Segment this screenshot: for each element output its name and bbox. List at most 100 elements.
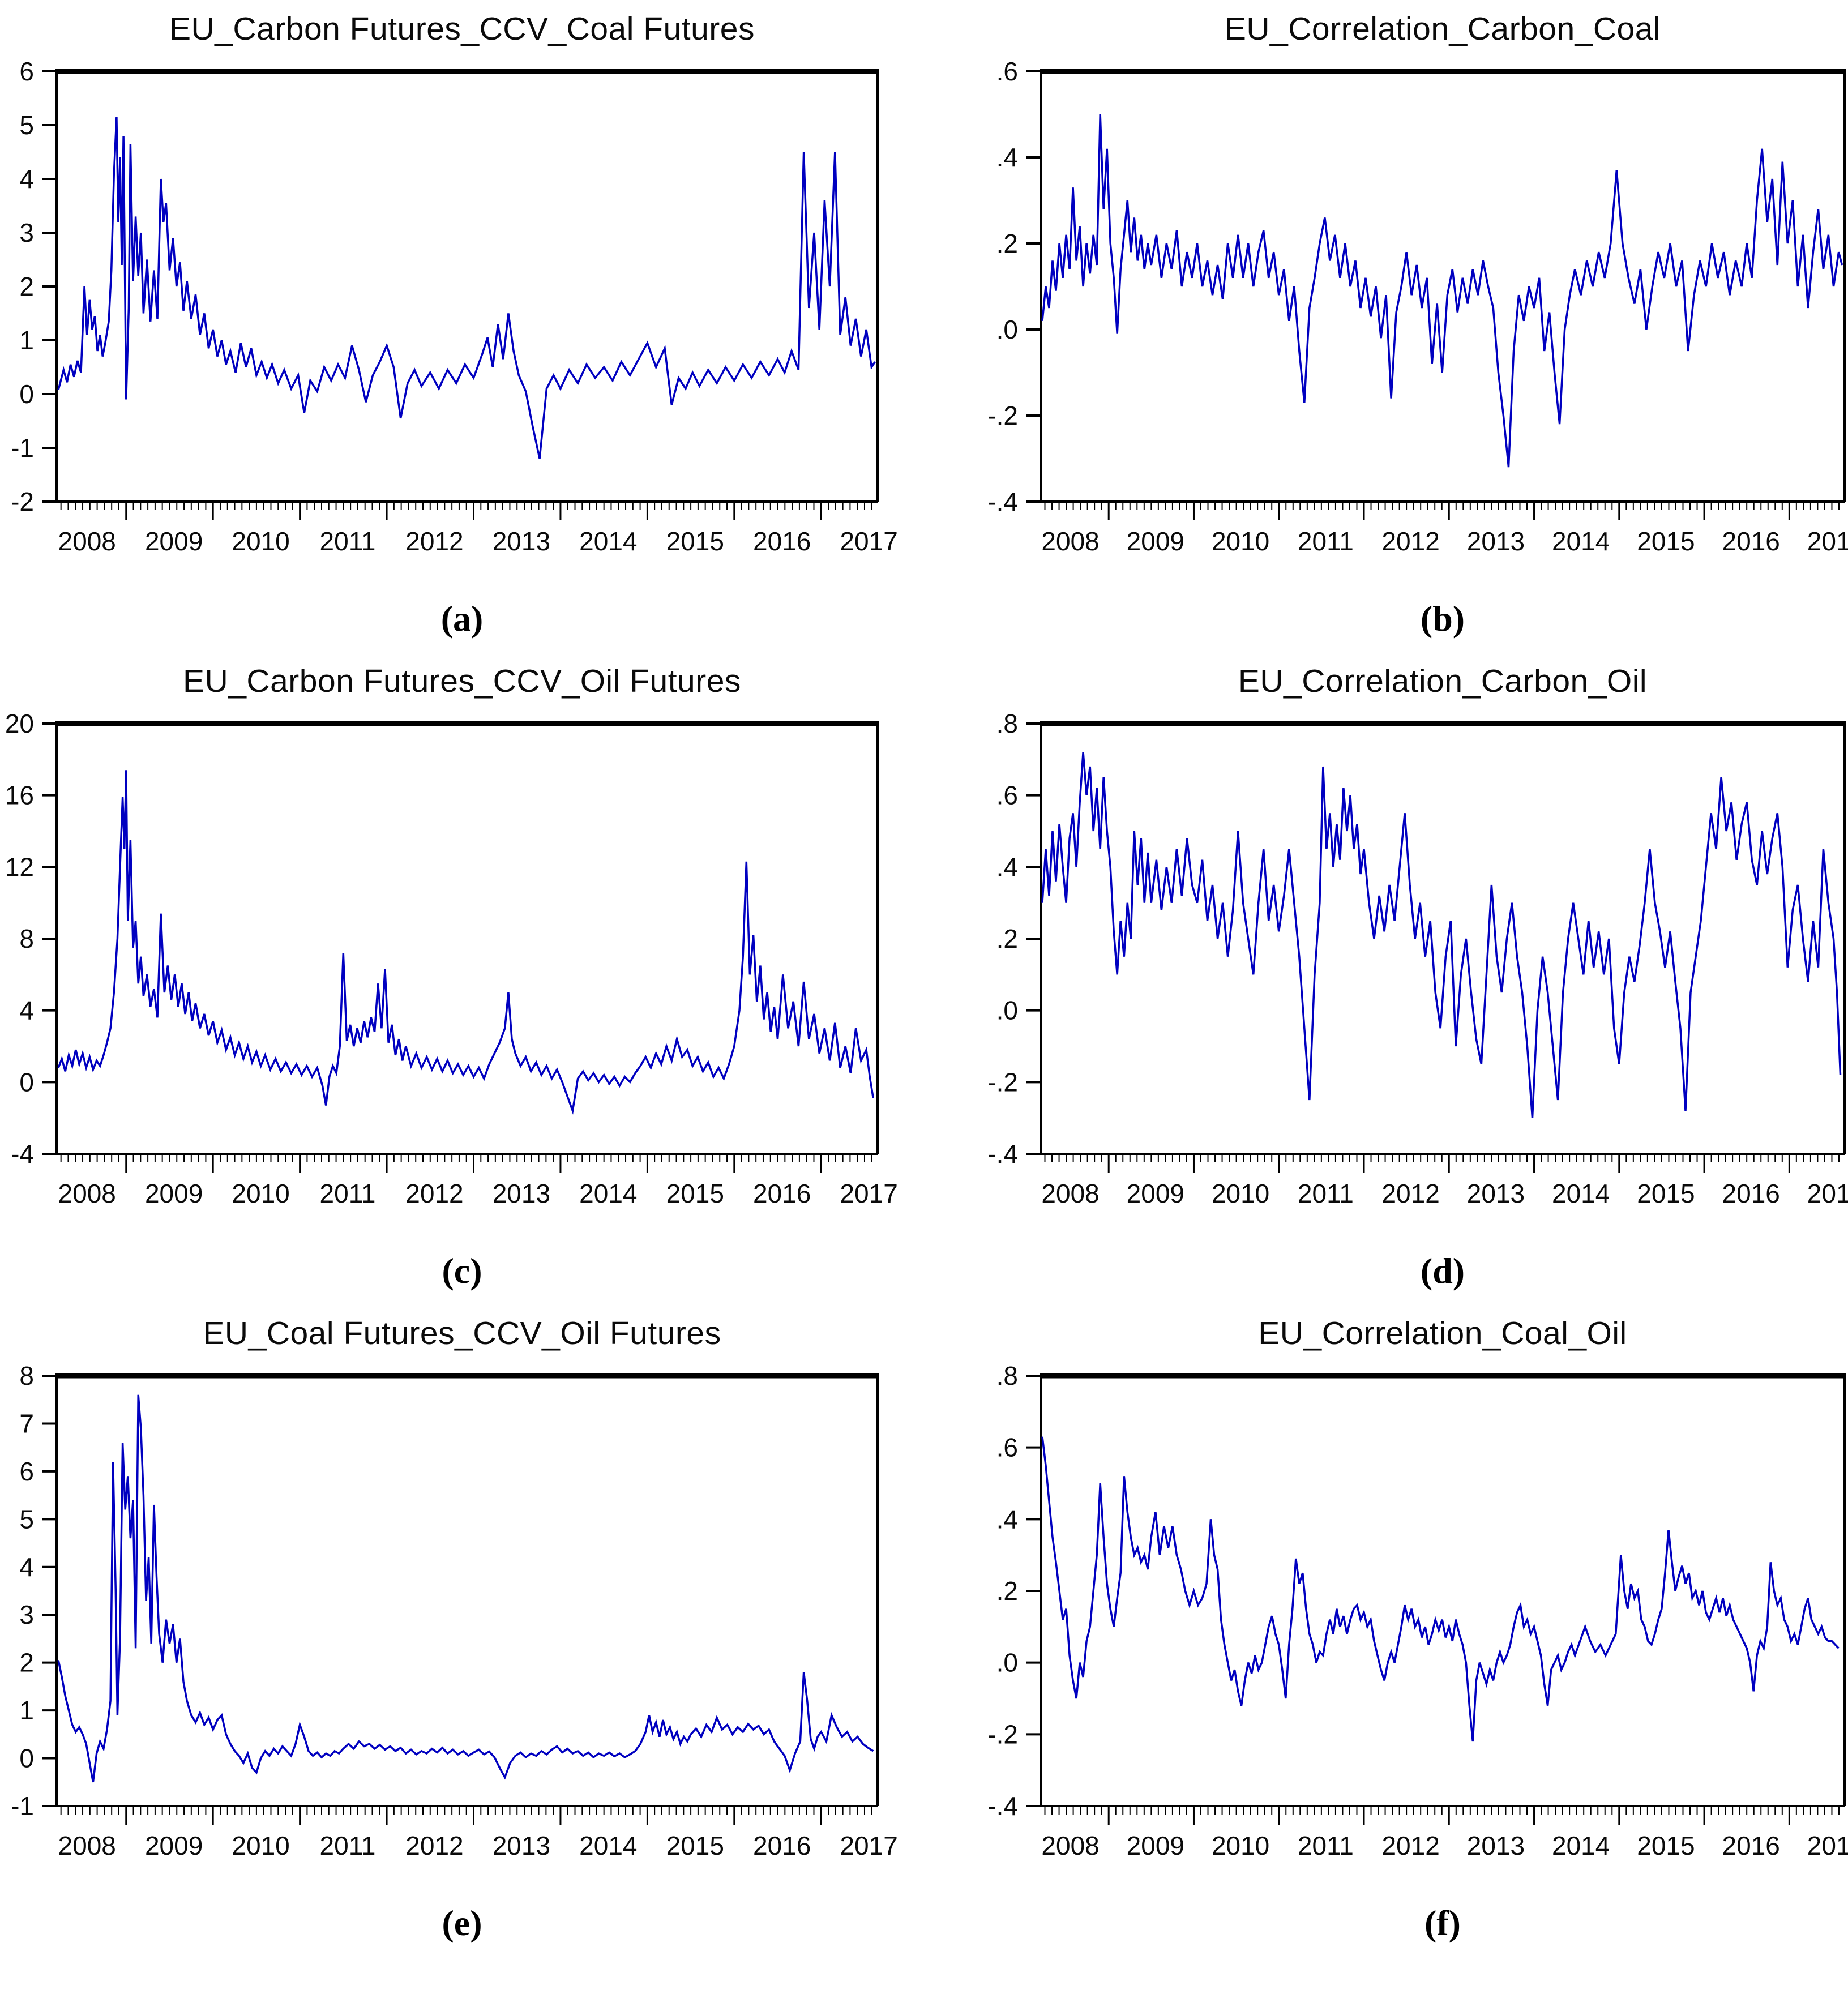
x-tick-label: 2008 <box>1041 1179 1099 1208</box>
x-tick-label: 2008 <box>58 527 116 556</box>
x-tick-label: 2012 <box>405 1179 463 1208</box>
x-tick-label: 2017 <box>840 1831 897 1860</box>
chart-sublabel: (c) <box>442 1251 482 1291</box>
y-axis-ticks: 8 7 6 5 4 3 2 1 0 -1 <box>11 1363 57 1821</box>
x-tick-label: 2014 <box>1552 1831 1610 1860</box>
x-tick-label: 2011 <box>1298 1831 1354 1860</box>
y-tick-label: -.2 <box>987 401 1018 430</box>
y-tick-label: 1 <box>19 326 34 355</box>
x-tick-label: 2015 <box>666 1179 724 1208</box>
chart-title: EU_Carbon Futures_CCV_Oil Futures <box>183 663 741 699</box>
x-axis-labels: 2008 2009 2010 2011 2012 2013 2014 2015 2016 2017 <box>1041 527 1848 556</box>
x-axis-labels: 2008 2009 2010 2011 2012 2013 2014 2015 2016 2017 <box>58 527 898 556</box>
chart-panel: EU_Carbon Futures_CCV_Oil Futures 20 16 12… <box>0 645 924 1298</box>
x-tick-label: 2011 <box>320 1179 376 1208</box>
plot-frame <box>55 69 879 503</box>
x-tick-label: 2014 <box>579 527 637 556</box>
series-line <box>1041 114 1843 468</box>
y-tick-label: .2 <box>996 229 1018 258</box>
y-tick-label: .4 <box>996 143 1018 172</box>
plot-frame <box>55 1373 879 1807</box>
y-tick-label: 4 <box>19 996 34 1025</box>
y-tick-label: 4 <box>19 164 34 194</box>
y-axis-ticks: .8 .6 .4 .2 .0 -.2 -.4 <box>987 1363 1041 1821</box>
chart-canvas: .8 .6 .4 .2 .0 -.2 -.4 2008 2009 2010 2011 2012 2013… <box>987 711 1848 1208</box>
chart-panel: EU_Correlation_Coal_Oil .8 .6 .4 .2 .0 -.2 -.4… <box>924 1298 1848 1950</box>
x-tick-label: 2017 <box>1807 1831 1848 1860</box>
x-tick-label: 2008 <box>58 1179 116 1208</box>
x-tick-label: 2016 <box>1722 1831 1780 1860</box>
chart-title: EU_Coal Futures_CCV_Oil Futures <box>203 1315 721 1351</box>
y-tick-label: 16 <box>5 781 34 810</box>
y-tick-label: 7 <box>19 1409 34 1438</box>
x-tick-label: 2012 <box>1381 527 1439 556</box>
y-tick-label: .8 <box>996 711 1018 738</box>
x-tick-label: 2010 <box>1212 527 1269 556</box>
x-tick-label: 2013 <box>493 1179 550 1208</box>
chart-panel: EU_Carbon Futures_CCV_Coal Futures 6 5 4 3 2… <box>0 5 924 645</box>
y-tick-label: -4 <box>11 1139 34 1169</box>
x-tick-label: 2009 <box>1127 1831 1184 1860</box>
x-axis-ticks <box>1044 1806 1840 1825</box>
x-tick-label: 2009 <box>1127 527 1184 556</box>
x-tick-label: 2016 <box>753 527 811 556</box>
x-tick-label: 2011 <box>1298 1179 1354 1208</box>
y-tick-label: 0 <box>19 1744 34 1773</box>
x-tick-label: 2009 <box>145 1179 203 1208</box>
x-tick-label: 2010 <box>232 1179 289 1208</box>
x-tick-label: 2012 <box>1381 1179 1439 1208</box>
chart-sublabel: (e) <box>442 1903 482 1943</box>
chart-title: EU_Correlation_Coal_Oil <box>1258 1315 1627 1351</box>
series-line <box>57 770 875 1115</box>
x-tick-label: 2011 <box>320 527 376 556</box>
x-axis-ticks <box>60 502 872 520</box>
chart-panel: EU_Correlation_Carbon_Oil .8 .6 .4 .2 .0 -.2 -… <box>924 645 1848 1298</box>
x-tick-label: 2012 <box>405 527 463 556</box>
x-tick-label: 2016 <box>1722 1179 1780 1208</box>
chart-sublabel: (b) <box>1420 598 1465 639</box>
chart-title: EU_Correlation_Carbon_Oil <box>1238 663 1648 699</box>
y-tick-label: -2 <box>11 487 34 516</box>
x-tick-label: 2011 <box>320 1831 376 1860</box>
x-tick-label: 2017 <box>840 1179 897 1208</box>
y-tick-label: -.2 <box>987 1067 1018 1097</box>
x-tick-label: 2017 <box>1807 1179 1848 1208</box>
y-tick-label: -.4 <box>987 1791 1018 1821</box>
x-tick-label: 2010 <box>232 527 289 556</box>
plot-frame <box>55 721 879 1155</box>
y-tick-label: 6 <box>19 59 34 86</box>
y-tick-label: .6 <box>996 1433 1018 1462</box>
y-tick-label: -.2 <box>987 1719 1018 1749</box>
x-tick-label: 2009 <box>145 527 203 556</box>
y-axis-ticks: 20 16 12 8 4 0 -4 <box>5 711 57 1169</box>
y-tick-label: 2 <box>19 1648 34 1678</box>
y-tick-label: 4 <box>19 1552 34 1582</box>
x-axis-labels: 2008 2009 2010 2011 2012 2013 2014 2015 2016 2017 <box>58 1831 898 1860</box>
y-tick-label: 3 <box>19 1600 34 1629</box>
x-tick-label: 2016 <box>753 1179 811 1208</box>
x-tick-label: 2014 <box>1552 527 1610 556</box>
x-axis-labels: 2008 2009 2010 2011 2012 2013 2014 2015 2016 2017 <box>1041 1179 1848 1208</box>
y-tick-label: 8 <box>19 924 34 953</box>
x-axis-ticks <box>60 1154 872 1173</box>
series-line <box>57 1394 874 1783</box>
y-tick-label: 5 <box>19 110 34 140</box>
y-tick-label: .4 <box>996 852 1018 882</box>
x-tick-label: 2013 <box>493 527 550 556</box>
y-tick-label: -.4 <box>987 487 1018 516</box>
x-tick-label: 2011 <box>1298 527 1354 556</box>
y-tick-label: 20 <box>5 711 34 738</box>
x-tick-label: 2016 <box>1722 527 1780 556</box>
y-tick-label: 8 <box>19 1363 34 1390</box>
x-tick-label: 2013 <box>493 1831 550 1860</box>
y-tick-label: 1 <box>19 1696 34 1725</box>
y-tick-label: 0 <box>19 1067 34 1097</box>
y-tick-label: 0 <box>19 379 34 409</box>
y-axis-ticks: .8 .6 .4 .2 .0 -.2 -.4 <box>987 711 1041 1169</box>
y-tick-label: .6 <box>996 781 1018 810</box>
x-tick-label: 2009 <box>1127 1179 1184 1208</box>
chart-title: EU_Carbon Futures_CCV_Coal Futures <box>169 11 755 47</box>
